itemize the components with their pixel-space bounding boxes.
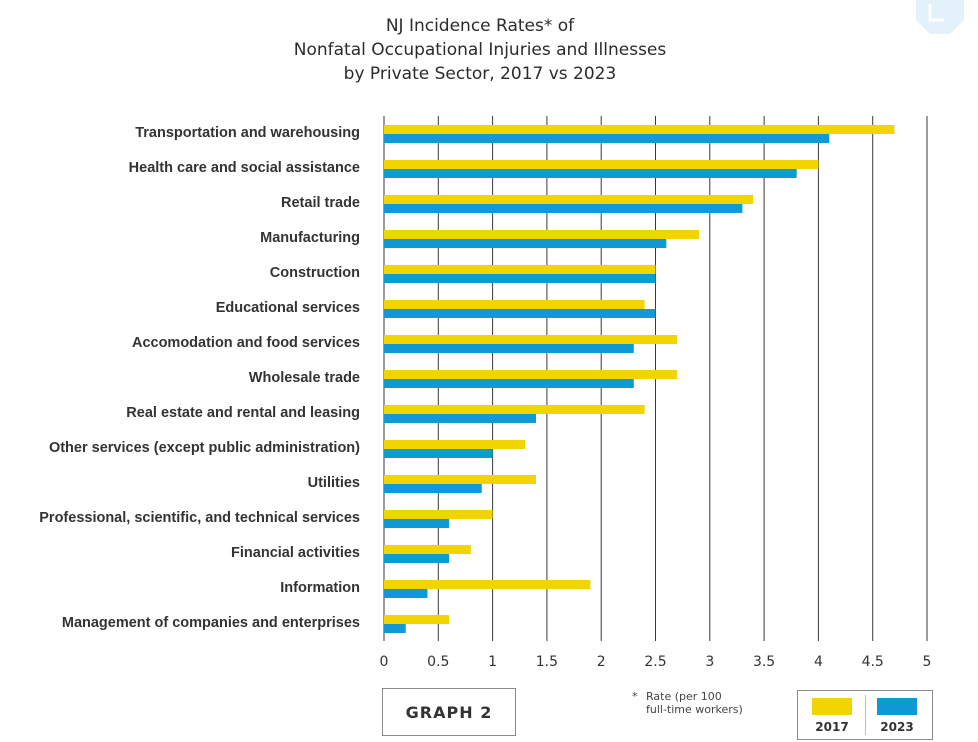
legend-label-2023: 2023 (880, 720, 914, 734)
category-label-3: Manufacturing (260, 230, 360, 246)
legend-divider (865, 695, 866, 735)
legend-swatch-2017 (812, 698, 852, 715)
chart-title-line-3: by Private Sector, 2017 vs 2023 (343, 64, 617, 84)
category-label-13: Information (280, 580, 360, 596)
x-tick-label-10: 5 (923, 654, 932, 670)
footnote-line-2: full-time workers) (646, 703, 743, 716)
bar-2017-7 (384, 370, 678, 379)
category-label-5: Educational services (216, 300, 360, 316)
x-tick-label-2: 1 (488, 654, 497, 670)
category-label-4: Construction (270, 265, 360, 281)
bar-2017-12 (384, 545, 471, 554)
bar-2023-13 (384, 589, 428, 598)
category-label-12: Financial activities (231, 545, 360, 561)
bar-2023-0 (384, 134, 830, 143)
bar-2023-10 (384, 484, 482, 493)
x-tick-label-9: 4.5 (862, 654, 884, 670)
graph-label-box: GRAPH 2 (382, 688, 516, 736)
corner-hexagon-decoration (916, 0, 964, 34)
bar-2017-10 (384, 475, 537, 484)
category-label-8: Real estate and rental and leasing (126, 405, 360, 421)
category-label-11: Professional, scientific, and technical … (39, 510, 360, 526)
chart-title: NJ Incidence Rates* of Nonfatal Occupati… (200, 14, 760, 86)
x-tick-label-0: 0 (380, 654, 389, 670)
category-label-2: Retail trade (281, 195, 360, 211)
legend: 2017 2023 (797, 690, 933, 740)
bar-2023-1 (384, 169, 797, 178)
bar-2023-2 (384, 204, 743, 213)
category-label-0: Transportation and warehousing (135, 125, 360, 141)
category-label-7: Wholesale trade (249, 370, 360, 386)
x-tick-label-1: 0.5 (427, 654, 449, 670)
bar-2023-11 (384, 519, 450, 528)
x-tick-label-7: 3.5 (753, 654, 775, 670)
footnote: * Rate (per 100 full-time workers) (632, 690, 743, 716)
bar-chart: Transportation and warehousing Health car… (39, 116, 932, 670)
category-label-1: Health care and social assistance (129, 160, 360, 176)
x-tick-label-5: 2.5 (644, 654, 666, 670)
bar-2017-14 (384, 615, 450, 624)
x-tick-label-6: 3 (705, 654, 714, 670)
x-tick-label-8: 4 (814, 654, 823, 670)
bar-2017-0 (384, 125, 895, 134)
bar-2017-2 (384, 195, 754, 204)
bar-2023-6 (384, 344, 634, 353)
bar-2023-14 (384, 624, 406, 633)
bar-2017-13 (384, 580, 591, 589)
bar-2023-7 (384, 379, 634, 388)
x-tick-label-4: 2 (597, 654, 606, 670)
category-label-9: Other services (except public administra… (49, 440, 360, 456)
chart-title-line-1: NJ Incidence Rates* of (385, 16, 575, 36)
legend-item-2023: 2023 (872, 698, 922, 734)
bar-2023-8 (384, 414, 537, 423)
legend-item-2017: 2017 (807, 698, 857, 734)
bar-2017-5 (384, 300, 645, 309)
bar-2023-3 (384, 239, 667, 248)
category-label-10: Utilities (308, 475, 360, 491)
bar-2023-4 (384, 274, 656, 283)
bar-2017-9 (384, 440, 526, 449)
footnote-star: * (632, 690, 638, 703)
bar-2017-1 (384, 160, 819, 169)
bar-2017-11 (384, 510, 493, 519)
category-label-14: Management of companies and enterprises (62, 615, 360, 631)
legend-label-2017: 2017 (815, 720, 849, 734)
bar-2023-12 (384, 554, 450, 563)
bar-2017-6 (384, 335, 678, 344)
chart-title-line-2: Nonfatal Occupational Injuries and Illne… (293, 40, 667, 60)
bar-2023-9 (384, 449, 493, 458)
legend-swatch-2023 (877, 698, 917, 715)
category-label-6: Accomodation and food services (132, 335, 360, 351)
x-tick-label-3: 1.5 (536, 654, 558, 670)
bar-2017-8 (384, 405, 645, 414)
footnote-line-1: Rate (per 100 (646, 690, 722, 703)
bar-2023-5 (384, 309, 656, 318)
bar-2017-3 (384, 230, 699, 239)
bar-2017-4 (384, 265, 656, 274)
